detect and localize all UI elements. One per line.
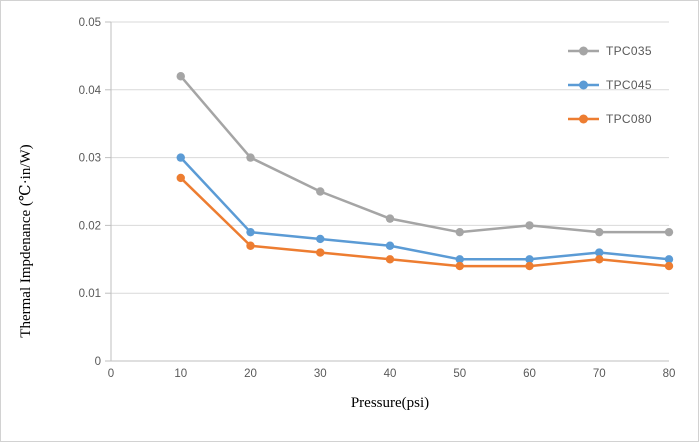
marker-TPC045 <box>385 241 395 250</box>
x-tick-label: 0 <box>108 368 114 380</box>
x-tick-label: 50 <box>453 368 466 380</box>
marker-TPC045 <box>595 248 604 257</box>
marker-TPC080 <box>316 248 325 257</box>
marker-TPC045 <box>176 153 185 162</box>
x-tick-label: 60 <box>523 368 536 380</box>
marker-TPC045 <box>246 227 255 237</box>
legend-item-TPC080: TPC080 <box>568 112 652 126</box>
marker-TPC080 <box>664 261 674 271</box>
marker-TPC080 <box>176 173 185 183</box>
y-tick-label: 0.04 <box>79 85 102 97</box>
marker-TPC045 <box>664 255 674 264</box>
y-tick-label: 0.03 <box>79 153 101 165</box>
y-tick-label: 0.01 <box>79 288 101 300</box>
x-tick-label: 40 <box>384 368 397 380</box>
marker-TPC035 <box>316 187 325 196</box>
marker-TPC045 <box>525 255 534 264</box>
series-line-TPC080 <box>179 176 671 268</box>
marker-TPC080 <box>385 255 395 264</box>
legend-item-TPC035: TPC035 <box>568 44 652 58</box>
x-tick-label: 70 <box>593 368 606 380</box>
x-tick-label: 10 <box>174 368 187 380</box>
legend-item-TPC045: TPC045 <box>568 78 652 92</box>
y-tick-label: 0.02 <box>79 220 101 232</box>
legend-label: TPC080 <box>606 112 652 126</box>
marker-TPC035 <box>455 227 464 237</box>
y-tick-label: 0.05 <box>79 17 101 29</box>
legend: TPC035 TPC045 TPC080 <box>568 44 652 146</box>
marker-TPC035 <box>525 221 534 230</box>
series-line-TPC035 <box>179 74 671 234</box>
marker-TPC035 <box>595 227 604 237</box>
x-tick-label: 30 <box>314 368 327 380</box>
x-tick-label: 20 <box>244 368 257 380</box>
marker-TPC080 <box>246 241 255 250</box>
marker-TPC035 <box>246 153 255 162</box>
marker-TPC035 <box>664 227 674 237</box>
y-tick-label: 0 <box>95 356 101 368</box>
marker-TPC035 <box>385 214 395 223</box>
legend-marker-icon <box>568 46 599 56</box>
legend-marker-icon <box>568 114 599 124</box>
marker-TPC080 <box>595 255 604 264</box>
legend-label: TPC035 <box>606 44 652 58</box>
marker-TPC035 <box>176 72 185 81</box>
marker-TPC080 <box>525 261 534 271</box>
legend-marker-icon <box>568 80 599 90</box>
marker-TPC080 <box>455 261 464 271</box>
legend-label: TPC045 <box>606 78 652 92</box>
marker-TPC045 <box>455 255 464 264</box>
x-tick-label: 80 <box>663 368 676 380</box>
marker-TPC045 <box>316 234 325 244</box>
series-line-TPC045 <box>179 156 671 261</box>
